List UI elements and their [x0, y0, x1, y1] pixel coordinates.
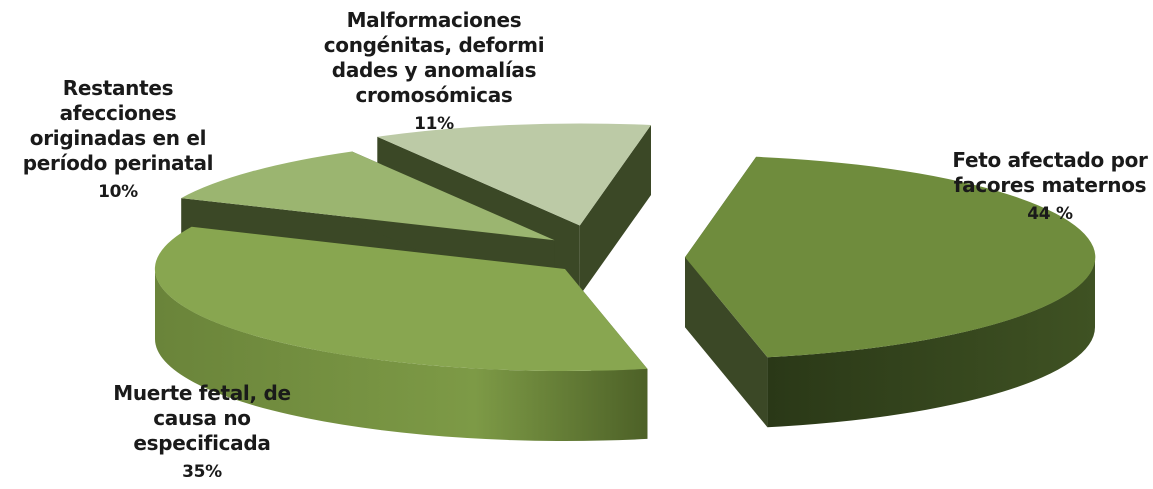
slice-label-feto-afectado: Feto afectado por facores maternos 44 % — [900, 148, 1153, 227]
pie-slice-wall — [685, 257, 768, 428]
slice-label-percent: 35% — [182, 462, 222, 482]
pie-slice-top — [685, 156, 1096, 358]
slice-label-name: Restantes afecciones originadas en el pe… — [22, 76, 214, 175]
pie-slice-top — [154, 226, 648, 371]
pie-slice-wall — [579, 125, 651, 296]
pie-slice-side — [767, 257, 1095, 428]
pie-slice-muerte-fetal — [154, 226, 648, 441]
slice-label-percent: 11% — [414, 114, 454, 134]
pie-slice-side — [155, 269, 648, 441]
slice-label-percent: 44 % — [1027, 204, 1073, 224]
pie-slice-top — [181, 151, 555, 241]
slice-label-name: Malformaciones congénitas, deformi dades… — [323, 8, 545, 107]
slice-label-name: Feto afectado por facores maternos — [952, 148, 1148, 197]
slice-label-restantes-afecciones: Restantes afecciones originadas en el pe… — [0, 76, 268, 205]
slice-label-muerte-fetal: Muerte fetal, de causa no especificada 35… — [52, 381, 352, 485]
slice-label-malformaciones: Malformaciones congénitas, deformi dades… — [284, 8, 584, 137]
slice-label-name: Muerte fetal, de causa no especificada — [113, 381, 291, 455]
pie-slice-feto-afectado — [685, 156, 1096, 428]
pie-slice-top — [377, 123, 651, 226]
slice-label-percent: 10% — [98, 182, 138, 202]
